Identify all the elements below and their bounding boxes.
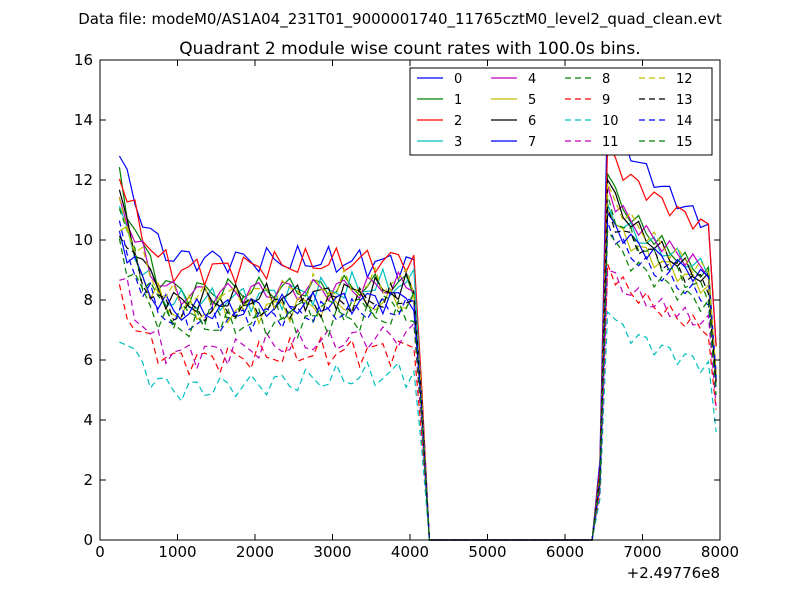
y-tick-label: 16	[74, 51, 93, 69]
y-tick-label: 12	[74, 171, 93, 189]
y-tick-label: 6	[83, 351, 93, 369]
series-line-10	[119, 310, 717, 541]
x-tick-label: 5000	[468, 543, 506, 561]
series-line-9	[118, 263, 717, 541]
series-layer	[118, 101, 717, 541]
x-tick-label: 3000	[313, 543, 351, 561]
x-tick-label: 8000	[701, 543, 739, 561]
legend-label-5: 5	[528, 93, 536, 108]
y-tick-label: 2	[83, 471, 93, 489]
x-tick-label: 2000	[236, 543, 274, 561]
legend-label-13: 13	[676, 93, 693, 108]
legend-label-12: 12	[676, 72, 693, 87]
y-tick-label: 8	[83, 291, 93, 309]
legend-label-4: 4	[528, 72, 536, 87]
x-tick-label: 0	[95, 543, 105, 561]
series-line-13	[118, 206, 717, 541]
y-tick-label: 0	[83, 531, 93, 549]
legend-label-2: 2	[454, 114, 462, 129]
legend-label-6: 6	[528, 114, 536, 129]
legend-label-9: 9	[602, 93, 610, 108]
y-tick-label: 10	[74, 231, 93, 249]
series-line-2	[118, 141, 717, 541]
series-line-8	[118, 194, 717, 541]
legend-label-15: 15	[676, 135, 693, 150]
x-tick-label: 1000	[158, 543, 196, 561]
legend-label-10: 10	[602, 114, 619, 129]
x-tick-label: 4000	[391, 543, 429, 561]
suptitle: Data file: modeM0/AS1A04_231T01_90000017…	[78, 10, 722, 29]
legend-label-7: 7	[528, 135, 536, 150]
legend-label-14: 14	[676, 114, 693, 129]
x-tick-label: 6000	[546, 543, 584, 561]
series-line-5	[119, 207, 717, 541]
legend-label-0: 0	[454, 72, 462, 87]
x-tick-label: 7000	[623, 543, 661, 561]
legend-label-8: 8	[602, 72, 610, 87]
ticks-layer: 0 1000 2000 3000 4000 5000 6000 7000 80000246810…	[74, 51, 739, 561]
legend-label-3: 3	[454, 135, 462, 150]
y-tick-label: 14	[74, 111, 93, 129]
x-offset-label: +2.49776e8	[627, 564, 720, 582]
chart-title: Quadrant 2 module wise count rates with …	[179, 39, 640, 59]
legend-label-1: 1	[454, 93, 462, 108]
legend-label-11: 11	[602, 135, 619, 150]
series-line-15	[118, 229, 717, 541]
y-tick-label: 4	[83, 411, 93, 429]
